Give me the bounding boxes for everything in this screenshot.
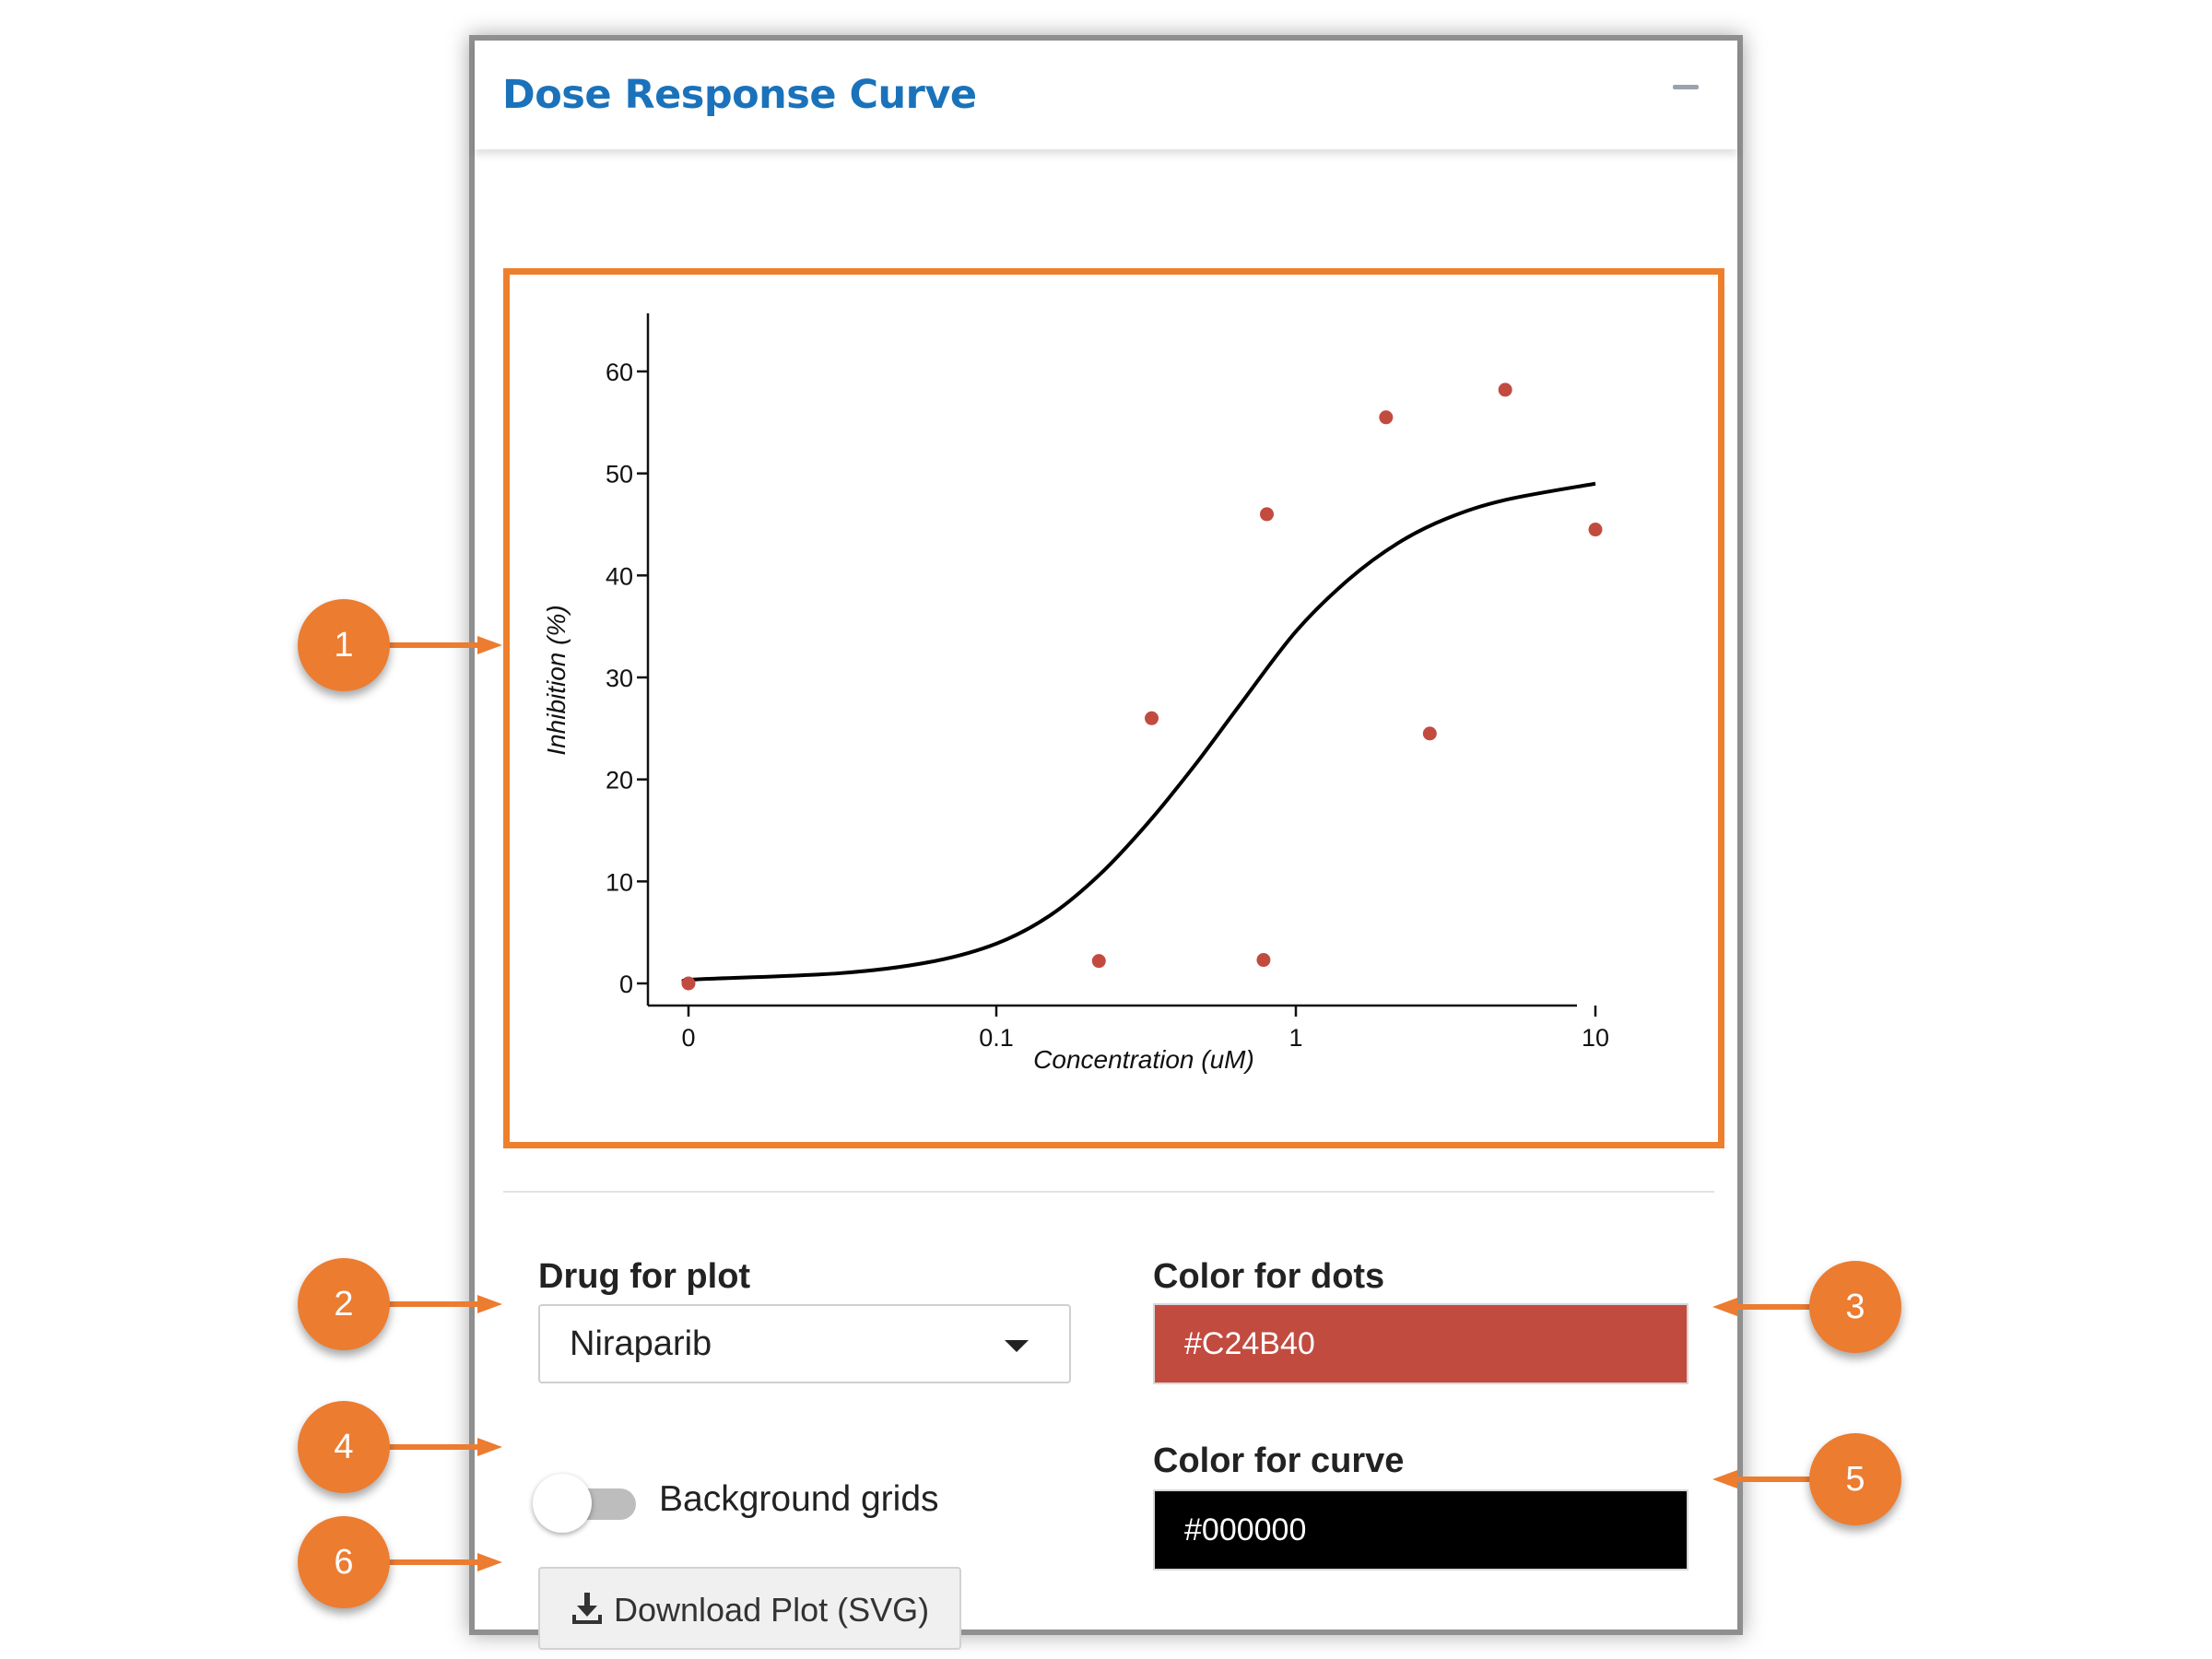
panel-header: Dose Response Curve (475, 41, 1737, 149)
x-tick-label: 1 (1288, 1024, 1302, 1052)
y-tick-label: 20 (606, 767, 633, 794)
callout-4: 4 (298, 1401, 390, 1493)
x-tick-label: 0.1 (979, 1024, 1014, 1052)
dots-color-label: Color for dots (1153, 1257, 1385, 1296)
download-icon (570, 1591, 605, 1630)
drug-label: Drug for plot (538, 1257, 751, 1296)
x-tick-label: 0 (681, 1024, 695, 1052)
dots-color-input[interactable]: #C24B40 (1153, 1303, 1688, 1384)
dose-response-panel: Dose Response Curve 0 10 20 30 40 50 60 0 0.1 1 10… (469, 35, 1743, 1650)
callout-1: 1 (298, 599, 390, 691)
data-point (1588, 523, 1603, 537)
data-point (1260, 507, 1275, 522)
callout-6: 6 (298, 1516, 390, 1608)
data-point (1256, 953, 1271, 968)
x-tick-label: 10 (1582, 1024, 1609, 1052)
data-point (1379, 410, 1394, 425)
collapse-minus-icon[interactable] (1673, 85, 1699, 89)
curve-color-label: Color for curve (1153, 1441, 1405, 1480)
download-button-label: Download Plot (SVG) (614, 1591, 930, 1629)
y-tick-label: 10 (606, 868, 633, 896)
download-plot-button[interactable]: Download Plot (SVG) (538, 1567, 961, 1650)
y-tick-label: 40 (606, 562, 633, 590)
callout-2: 2 (298, 1258, 390, 1350)
y-tick-label: 0 (619, 971, 633, 998)
data-point (1498, 382, 1512, 397)
drug-select[interactable]: Niraparib (538, 1304, 1071, 1383)
callout-5: 5 (1809, 1433, 1901, 1525)
data-point (1422, 726, 1437, 741)
background-grids-toggle[interactable] (533, 1474, 640, 1533)
dose-response-chart: 0 10 20 30 40 50 60 0 0.1 1 10 Inhibition (%) Conc… (542, 313, 1609, 1074)
background-grids-label: Background grids (659, 1479, 939, 1519)
y-tick-label: 50 (606, 461, 633, 488)
callout-3: 3 (1809, 1261, 1901, 1353)
toggle-knob (533, 1474, 592, 1533)
data-point (1145, 711, 1159, 725)
y-tick-label: 30 (606, 665, 633, 692)
y-tick-label: 60 (606, 359, 633, 386)
data-point (681, 976, 696, 991)
y-axis-label: Inhibition (%) (542, 605, 571, 755)
x-axis-label: Concentration (uM) (1033, 1045, 1254, 1074)
panel-title: Dose Response Curve (502, 72, 977, 118)
curve-color-input[interactable]: #000000 (1153, 1489, 1688, 1571)
drug-select-value: Niraparib (570, 1324, 712, 1363)
fitted-curve-line (681, 481, 1596, 983)
plot-highlight-frame: 0 10 20 30 40 50 60 0 0.1 1 10 Inhibition (%) Conc… (503, 268, 1724, 1148)
data-point (1091, 954, 1106, 969)
caret-down-icon (1005, 1340, 1029, 1352)
section-divider (503, 1191, 1714, 1193)
